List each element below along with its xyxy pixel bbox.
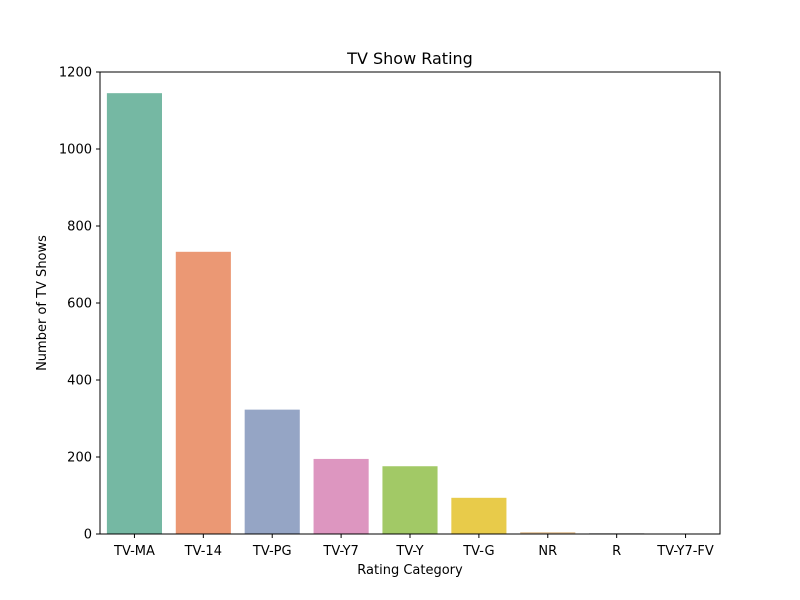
y-tick-label: 600 [67,297,92,312]
x-tick-label: NR [538,544,557,559]
x-axis: TV-MA TV-14 TV-PG TV-Y7 TV-Y TV-G NR R TV-Y7-FV [113,534,714,559]
bar-tv-y7 [314,459,369,534]
bar-tv-ma [107,93,162,534]
chart-title: TV Show Rating [346,49,473,68]
y-axis-title: Number of TV Shows [35,235,50,371]
x-axis-title: Rating Category [357,563,463,578]
x-tick-label: R [612,544,621,559]
x-tick-label: TV-14 [184,544,222,559]
x-tick-label: TV-Y7-FV [656,544,714,559]
y-tick-label: 0 [84,528,92,543]
y-tick-label: 800 [67,220,92,235]
y-tick-label: 1000 [59,143,92,158]
x-tick-label: TV-PG [252,544,292,559]
bar-tv-pg [245,410,300,534]
x-tick-label: TV-Y [395,544,423,559]
bar-tv-y [382,466,437,534]
x-tick-label: TV-MA [113,544,155,559]
bar-tv-g [451,498,506,534]
bars-layer [107,93,713,534]
y-tick-label: 200 [67,451,92,466]
y-axis: 0 200 400 600 800 1000 1200 [59,66,100,543]
x-tick-label: TV-Y7 [322,544,358,559]
bar-tv-14 [176,252,231,534]
y-tick-label: 1200 [59,66,92,81]
y-tick-label: 400 [67,374,92,389]
x-tick-label: TV-G [462,544,494,559]
